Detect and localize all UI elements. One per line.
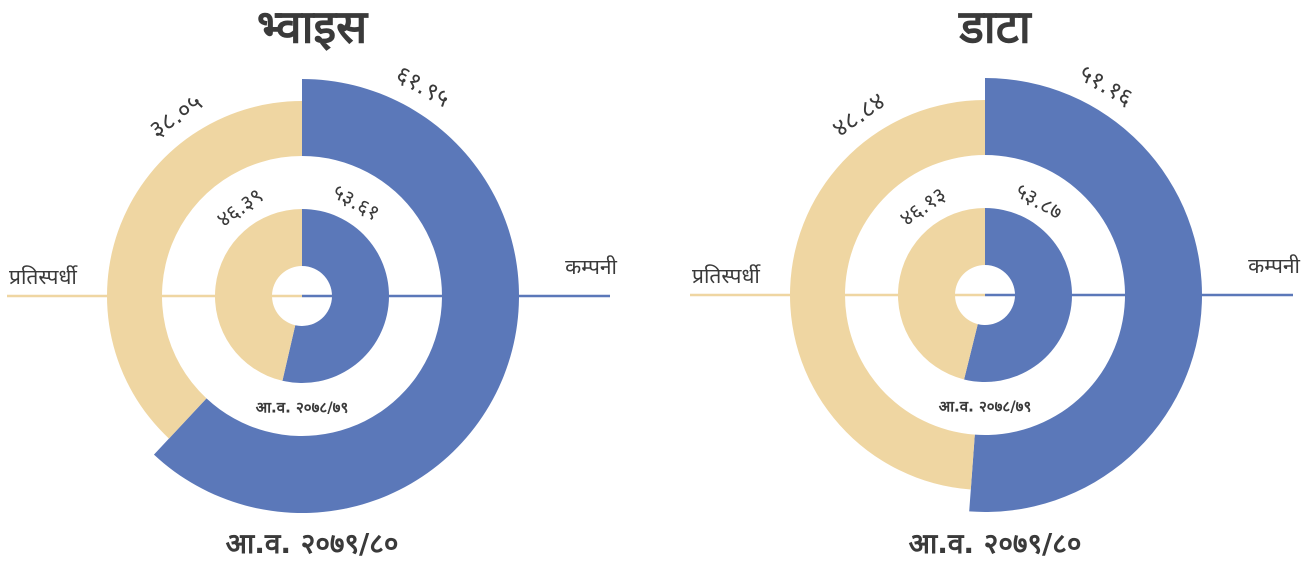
chart-title: भ्वाइस	[257, 0, 369, 54]
donut-segment	[282, 209, 390, 383]
series-label: आ.व. २०७९/८०	[909, 527, 1082, 560]
legend-label: प्रतिस्पर्धी	[692, 264, 761, 288]
donut-segment	[107, 100, 302, 439]
legend-label: कम्पनी	[1248, 254, 1300, 278]
donut-segment	[153, 79, 519, 514]
donut-segment	[215, 209, 302, 381]
donut-segment	[897, 208, 985, 380]
donut-segment	[969, 78, 1202, 512]
legend-label: कम्पनी	[565, 255, 617, 279]
chart-title: डाटा	[957, 0, 1033, 54]
legend-label: प्रतिस्पर्धी	[9, 265, 78, 289]
donut-segment	[964, 208, 1072, 382]
donut-segment	[789, 100, 985, 490]
series-label: आ.व. २०७९/८०	[226, 527, 399, 560]
series-label: आ.व. २०७८/७९	[256, 399, 349, 417]
series-label: आ.व. २०७८/७९	[939, 398, 1032, 416]
